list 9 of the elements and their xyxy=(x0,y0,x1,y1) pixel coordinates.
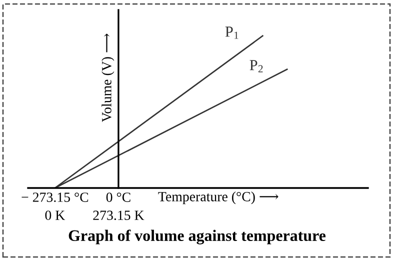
y-axis-title: Volume (V) ⟶ xyxy=(102,34,114,122)
series-label: P$_{2}$ xyxy=(250,60,263,72)
text: 273.15 K xyxy=(93,210,144,220)
text: Graph of volume against temperature xyxy=(68,230,326,244)
x-tick-label: − 273.15 °C xyxy=(22,192,88,202)
series-label: P$_{1}$ xyxy=(225,26,238,39)
text: 0 K xyxy=(45,210,66,220)
x-tick-label: 0 °C xyxy=(106,192,130,202)
x-axis-title: Temperature (°C) ⟶ xyxy=(158,192,278,204)
